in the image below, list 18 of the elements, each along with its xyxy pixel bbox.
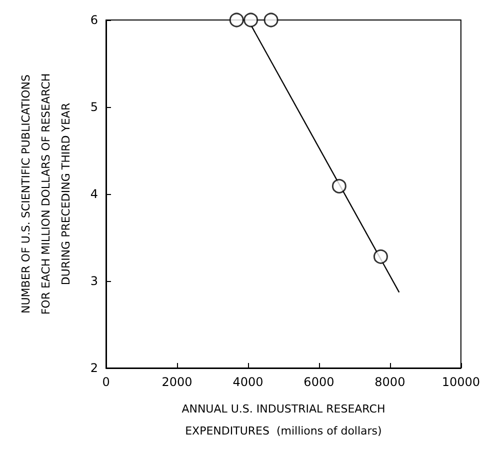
- y-tick-label: 3: [90, 274, 98, 288]
- x-tick-label: 8000: [374, 375, 406, 389]
- point: [332, 178, 346, 194]
- point: [229, 12, 244, 28]
- x-tick-label: 2000: [162, 375, 192, 389]
- y-tick-label: 2: [90, 361, 98, 375]
- point: [264, 12, 278, 28]
- point: [373, 249, 388, 264]
- x-tick-label: 6000: [304, 375, 334, 389]
- point: [244, 12, 258, 28]
- x-tick-label: 10000: [442, 375, 480, 389]
- y-tick-label: 5: [90, 100, 98, 114]
- y-axis-title: NUMBER OF U.S. SCIENTIFIC PUBLICATIONS FOR EACH MILLION DOLLARS OF RESEARCH DURING PRECEDING THIRD YEAR: [20, 73, 72, 315]
- x-tick-label: 4000: [232, 375, 264, 389]
- x-tick-label: 0: [102, 375, 110, 389]
- y-tick-label: 4: [90, 187, 98, 201]
- y-tick-label: 6: [90, 13, 98, 27]
- x-axis-title: ANNUAL U.S. INDUSTRIAL RESEARCH EXPENDITURES (millions of dollars): [182, 402, 386, 438]
